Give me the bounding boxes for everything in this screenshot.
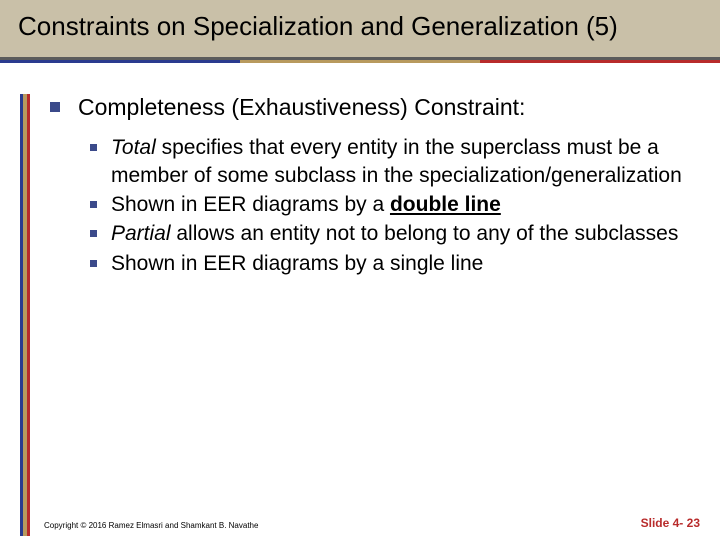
- square-bullet-icon: [50, 102, 60, 112]
- footer: Copyright © 2016 Ramez Elmasri and Shamk…: [44, 516, 700, 530]
- stripe-blue: [0, 60, 240, 63]
- level2-text: Shown in EER diagrams by a double line: [111, 191, 501, 218]
- list-item: Completeness (Exhaustiveness) Constraint…: [50, 93, 698, 123]
- italic-keyword: Total: [111, 136, 156, 159]
- body-text: allows an entity not to belong to any of…: [171, 222, 679, 245]
- list-item: Shown in EER diagrams by a single line: [90, 250, 698, 277]
- slide-number: Slide 4- 23: [641, 516, 700, 530]
- stripe-tan: [240, 60, 480, 63]
- square-bullet-icon: [90, 201, 97, 208]
- level2-text: Partial allows an entity not to belong t…: [111, 220, 678, 247]
- level2-text: Shown in EER diagrams by a single line: [111, 250, 483, 277]
- level1-text: Completeness (Exhaustiveness) Constraint…: [78, 93, 525, 123]
- emphasis-text: double line: [390, 193, 501, 216]
- italic-keyword: Partial: [111, 222, 171, 245]
- sublist: Total specifies that every entity in the…: [50, 134, 698, 276]
- square-bullet-icon: [90, 260, 97, 267]
- list-item: Total specifies that every entity in the…: [90, 134, 698, 189]
- title-band: Constraints on Specialization and Genera…: [0, 0, 720, 60]
- list-item: Shown in EER diagrams by a double line: [90, 191, 698, 218]
- horizontal-stripes: [0, 60, 720, 63]
- list-item: Partial allows an entity not to belong t…: [90, 220, 698, 247]
- stripe-red: [480, 60, 720, 63]
- body-text: Shown in EER diagrams by a: [111, 193, 390, 216]
- vertical-stripes: [20, 94, 30, 536]
- content-area: Completeness (Exhaustiveness) Constraint…: [0, 63, 720, 277]
- body-text: specifies that every entity in the super…: [111, 136, 682, 186]
- square-bullet-icon: [90, 144, 97, 151]
- level2-text: Total specifies that every entity in the…: [111, 134, 698, 189]
- square-bullet-icon: [90, 230, 97, 237]
- slide-title: Constraints on Specialization and Genera…: [18, 10, 702, 43]
- copyright-text: Copyright © 2016 Ramez Elmasri and Shamk…: [44, 521, 258, 530]
- vstripe-red: [27, 94, 30, 536]
